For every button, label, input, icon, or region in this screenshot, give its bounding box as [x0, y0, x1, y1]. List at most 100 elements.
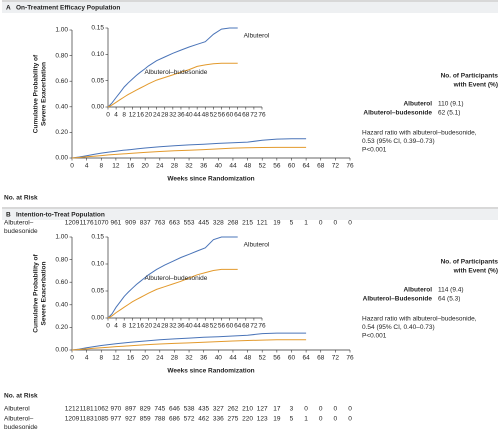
hazard-text: Hazard ratio with albuterol–budesonide, — [362, 130, 477, 137]
risk-count: 3 — [290, 406, 294, 413]
main-x-tick-label: 8 — [99, 355, 103, 362]
inset-y-tick-label: 0.00 — [91, 315, 104, 322]
risk-count: 262 — [228, 406, 239, 413]
risk-count: 829 — [140, 406, 151, 413]
panel-letter: B — [6, 212, 11, 219]
events-name: Albuterol–budesonide — [363, 110, 432, 117]
inset-x-tick-label: 48 — [202, 323, 210, 330]
inset-x-tick-label: 52 — [210, 323, 218, 330]
risk-count: 1209 — [65, 416, 80, 423]
inset-x-tick-label: 32 — [169, 323, 177, 330]
main-x-tick-label: 64 — [302, 355, 310, 362]
inset-line — [107, 236, 238, 319]
risk-count: 275 — [228, 416, 239, 423]
events-value: 64 (5.3) — [438, 296, 460, 303]
hazard-text: 0.53 (95% CI, 0.39–0.73) — [362, 138, 435, 145]
risk-count: 0 — [348, 406, 352, 413]
main-x-tick-label: 12 — [112, 163, 120, 170]
risk-count: 215 — [242, 220, 253, 227]
inset-line — [107, 27, 238, 108]
inset-x-tick-label: 0 — [106, 112, 110, 119]
risk-count: 763 — [154, 220, 165, 227]
inset-x-tick-label: 4 — [114, 323, 118, 330]
inset-x-tick-label: 52 — [210, 112, 218, 119]
inset-x-tick-label: 36 — [177, 112, 185, 119]
risk-count: 1085 — [94, 416, 109, 423]
events-title: with Event (%) — [453, 268, 498, 275]
risk-count: 1 — [304, 220, 308, 227]
main-x-tick-label: 32 — [185, 163, 193, 170]
main-x-tick-label: 0 — [70, 163, 74, 170]
main-x-tick-label: 76 — [346, 163, 354, 170]
risk-count: 1 — [304, 416, 308, 423]
inset-y-tick-label: 0.15 — [91, 234, 104, 241]
main-line — [71, 332, 307, 351]
main-x-tick-label: 36 — [200, 163, 208, 170]
risk-count: 0 — [319, 406, 323, 413]
main-x-tick-label: 48 — [244, 355, 252, 362]
main-x-tick-label: 60 — [288, 163, 296, 170]
inset-x-tick-label: 24 — [153, 112, 161, 119]
inset-y-tick-label: 0.15 — [91, 25, 104, 32]
inset-x-tick-label: 28 — [161, 323, 169, 330]
main-x-tick-label: 44 — [229, 163, 237, 170]
risk-count: 686 — [169, 416, 180, 423]
main-x-tick-label: 8 — [99, 163, 103, 170]
inset-x-tick-label: 12 — [129, 323, 137, 330]
risk-count: 859 — [140, 416, 151, 423]
risk-count: 1181 — [80, 406, 94, 413]
hazard-text: 0.54 (95% CI, 0.40–0.73) — [362, 324, 435, 331]
risk-count: 5 — [290, 220, 294, 227]
risk-count: 897 — [125, 406, 136, 413]
events-value: 114 (9.4) — [438, 287, 464, 294]
risk-count: 17 — [273, 406, 281, 413]
main-x-tick-label: 12 — [112, 355, 120, 362]
main-y-tick-label: 0.00 — [55, 347, 68, 354]
risk-count: 5 — [290, 416, 294, 423]
main-x-tick-label: 16 — [127, 355, 135, 362]
risk-count: 462 — [198, 416, 209, 423]
risk-count: 572 — [184, 416, 195, 423]
risk-title: No. at Risk — [4, 195, 38, 202]
risk-count: 328 — [213, 220, 224, 227]
main-y-tick-label: 0.20 — [55, 324, 68, 331]
curve-label: Albuterol–budesonide — [144, 275, 207, 282]
risk-count: 0 — [334, 416, 338, 423]
main-x-tick-label: 56 — [273, 355, 281, 362]
main-y-tick-label: 0.00 — [55, 155, 68, 162]
risk-count: 553 — [184, 220, 195, 227]
risk-name: Albuterol– — [4, 220, 34, 227]
inset-y-tick-label: 0.10 — [91, 261, 104, 268]
curve-label: Albuterol — [244, 33, 270, 40]
inset-x-tick-label: 68 — [242, 323, 250, 330]
inset-y-tick-label: 0.05 — [91, 77, 104, 84]
inset-x-tick-label: 20 — [145, 323, 153, 330]
risk-count: 788 — [154, 416, 165, 423]
risk-count: 0 — [304, 406, 308, 413]
risk-count: 336 — [213, 416, 224, 423]
risk-count: 0 — [348, 220, 352, 227]
events-value: 110 (9.1) — [438, 101, 464, 108]
risk-name: Albuterol — [4, 406, 30, 413]
inset-x-tick-label: 4 — [114, 112, 118, 119]
risk-count: 127 — [257, 406, 268, 413]
risk-name: Albuterol– — [4, 416, 34, 423]
risk-count: 123 — [257, 416, 268, 423]
inset-line — [107, 268, 238, 319]
risk-count: 0 — [334, 406, 338, 413]
risk-name: budesonide — [4, 424, 38, 429]
hazard-text: P<0.001 — [362, 147, 387, 154]
main-x-tick-label: 4 — [85, 163, 89, 170]
inset-y-tick-label: 0.05 — [91, 288, 104, 295]
main-y-tick-label: 1.00 — [55, 234, 68, 241]
main-x-tick-label: 48 — [244, 163, 252, 170]
panel-header — [2, 209, 498, 220]
main-y-tick-label: 0.40 — [55, 302, 68, 309]
hazard-text: P<0.001 — [362, 333, 387, 340]
main-x-tick-label: 44 — [229, 355, 237, 362]
main-y-tick-label: 0.60 — [55, 78, 68, 85]
inset-x-tick-label: 20 — [145, 112, 153, 119]
inset-x-tick-label: 0 — [106, 323, 110, 330]
risk-count: 121 — [257, 220, 268, 227]
